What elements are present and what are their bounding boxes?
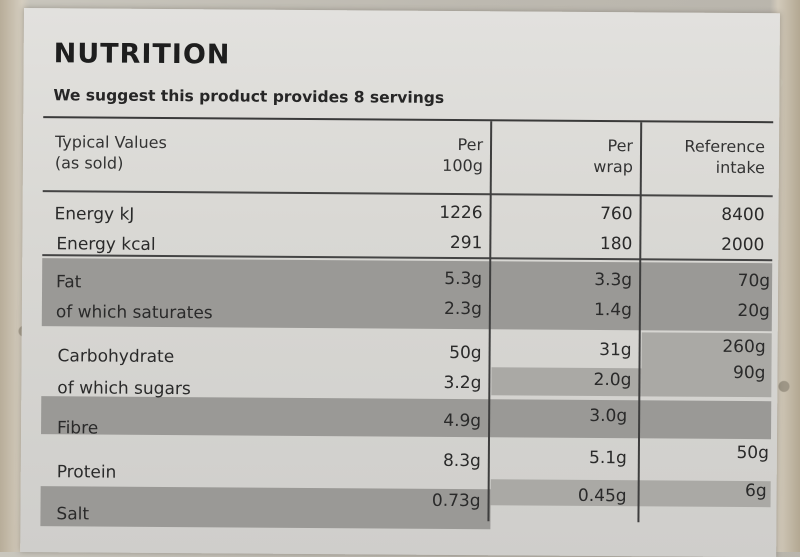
row-perwrap: 3.0g <box>589 405 628 427</box>
row-per100: 1226 <box>439 202 483 224</box>
nutrition-table: Typical Values (as sold) Per 100g Per wr… <box>40 116 774 554</box>
header-typical-values: Typical Values (as sold) <box>54 132 167 173</box>
row-label: of which saturates <box>55 302 213 324</box>
header-per-wrap: Per wrap <box>593 136 634 177</box>
nutrition-title: NUTRITION <box>53 38 231 71</box>
row-perwrap: 31g <box>599 340 632 361</box>
nutrition-label: NUTRITION We suggest this product provid… <box>20 8 780 557</box>
header-reference-intake: Reference intake <box>684 136 766 177</box>
row-per100: 8.3g <box>442 450 481 472</box>
row-ri: 20g <box>737 300 770 322</box>
row-per100: 2.3g <box>444 298 482 320</box>
row-perwrap: 3.3g <box>594 269 633 291</box>
header-rule <box>42 190 773 197</box>
row-ri: 50g <box>736 442 769 464</box>
row-per100: 3.2g <box>443 372 482 394</box>
row-per100: 50g <box>449 342 482 364</box>
row-ri: 90g <box>732 362 766 384</box>
row-label: Energy kcal <box>56 234 156 255</box>
row-label: Carbohydrate <box>57 346 175 368</box>
row-per100: 4.9g <box>443 410 482 432</box>
row-perwrap: 760 <box>600 204 633 225</box>
row-label: Energy kJ <box>54 204 135 225</box>
row-ri: 70g <box>737 270 771 292</box>
row-label: Fibre <box>56 418 99 439</box>
row-label: Protein <box>56 462 117 483</box>
row-perwrap: 1.4g <box>594 299 632 321</box>
row-ri: 2000 <box>721 234 765 256</box>
row-per100: 0.73g <box>431 490 481 512</box>
row-ri: 260g <box>722 336 766 358</box>
row-label: of which sugars <box>57 378 191 400</box>
row-label: Salt <box>56 504 90 525</box>
row-per100: 291 <box>449 232 483 254</box>
header-per-100g: Per 100g <box>442 135 484 176</box>
servings-note: We suggest this product provides 8 servi… <box>53 86 445 107</box>
row-ri: 6g <box>744 481 767 502</box>
row-perwrap: 2.0g <box>593 369 632 391</box>
row-ri: 8400 <box>721 204 765 226</box>
row-perwrap: 180 <box>599 234 633 255</box>
row-label: Fat <box>56 272 82 293</box>
row-per100: 5.3g <box>444 268 483 290</box>
row-perwrap: 5.1g <box>588 447 627 469</box>
row-perwrap: 0.45g <box>577 485 627 507</box>
